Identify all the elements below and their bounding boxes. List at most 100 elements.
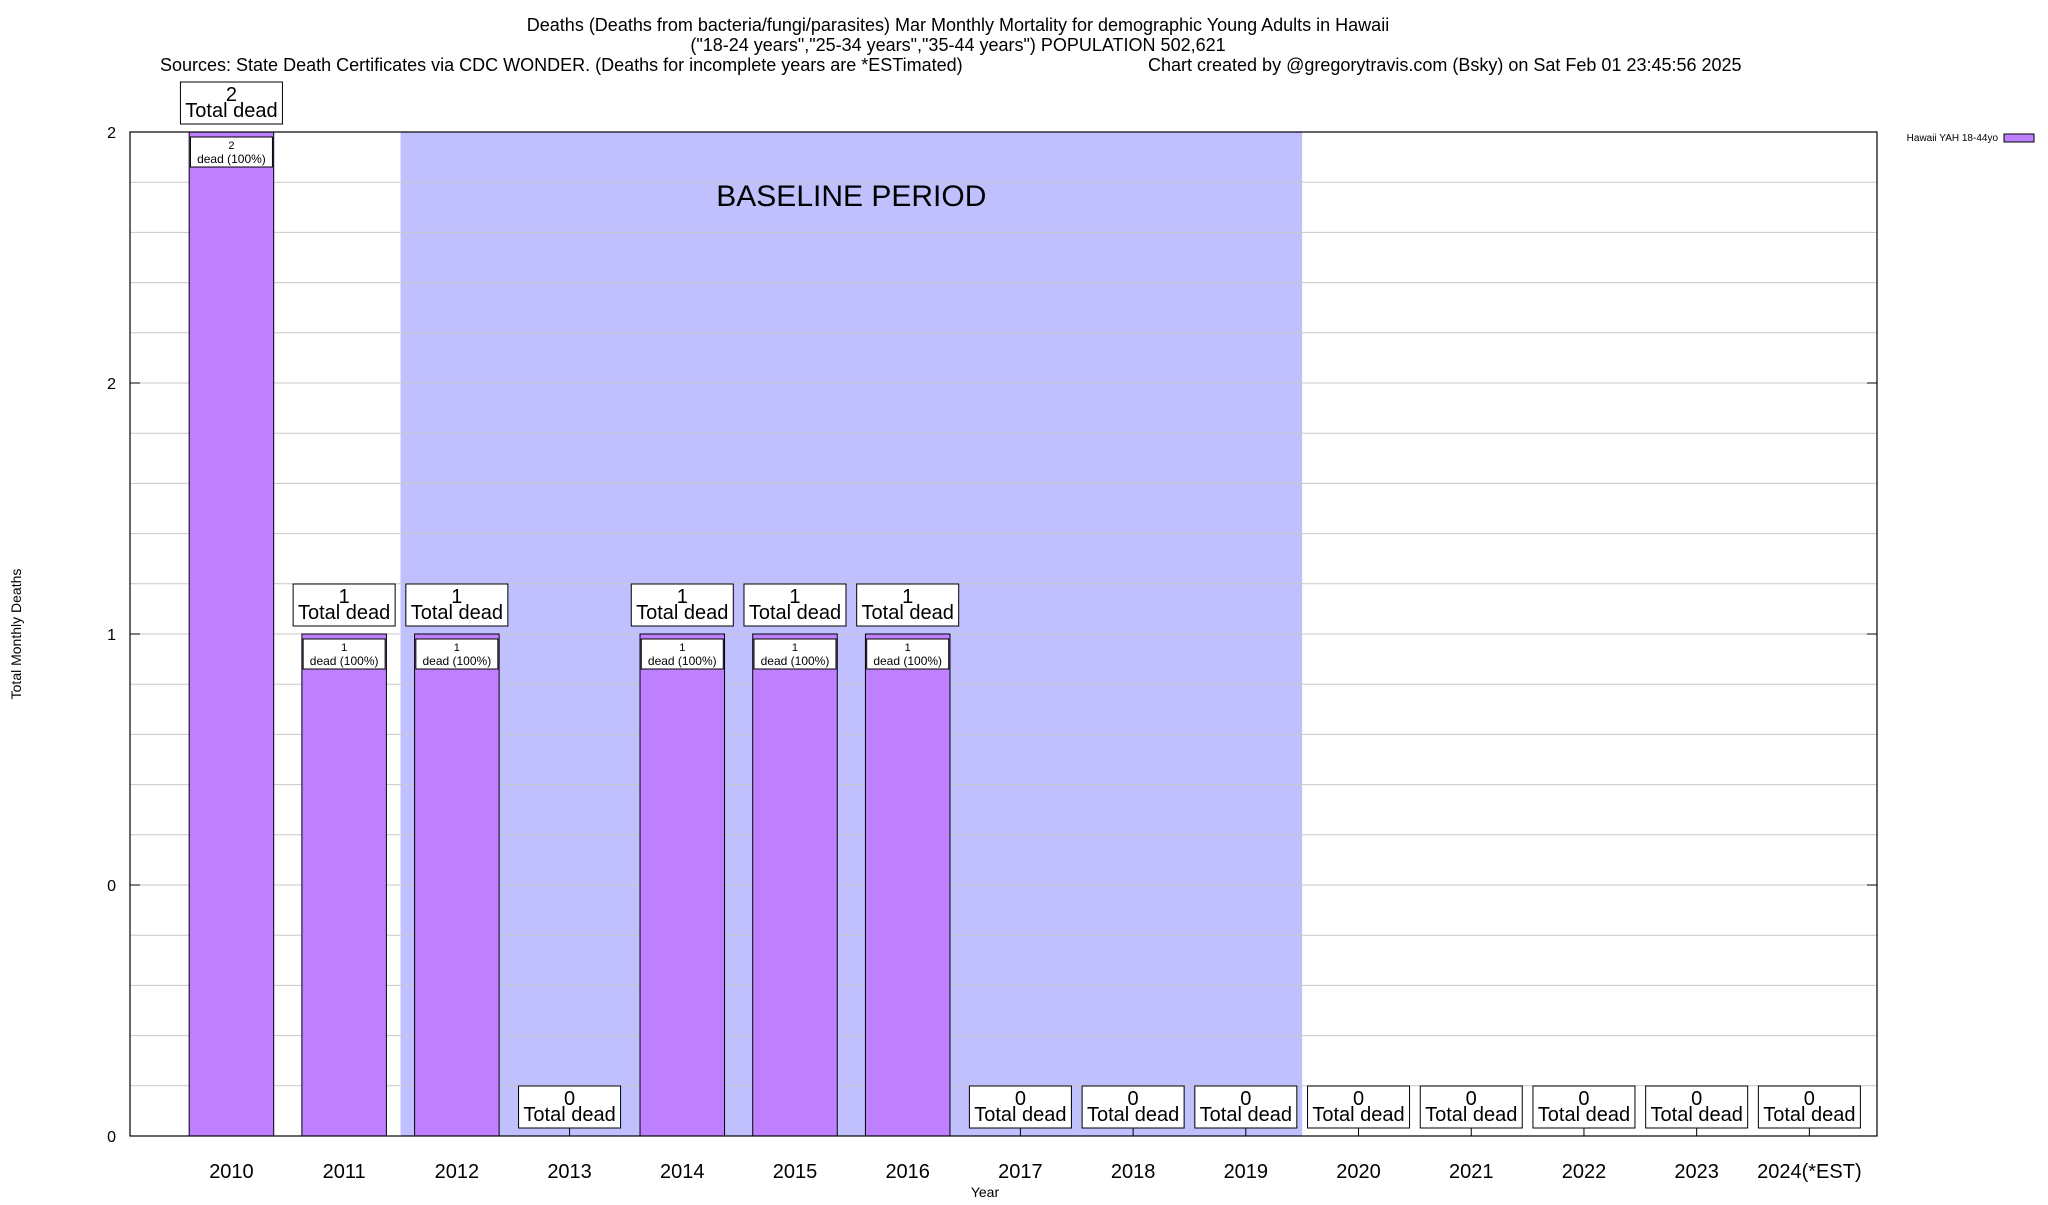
y-tick-label: 1 bbox=[107, 627, 116, 644]
total-label-box bbox=[856, 583, 960, 627]
inner-label-text: dead (100%) bbox=[197, 152, 266, 166]
x-tick-label: 2017 bbox=[998, 1161, 1043, 1183]
chart-credit: Chart created by @gregorytravis.com (Bsk… bbox=[1148, 55, 1742, 75]
total-label-box bbox=[1645, 1085, 1749, 1129]
x-tick-label: 2020 bbox=[1336, 1161, 1381, 1183]
total-label-box bbox=[1757, 1085, 1861, 1129]
x-tick-label: 2024(*EST) bbox=[1757, 1161, 1862, 1183]
total-label-count: 1 bbox=[677, 586, 688, 608]
x-tick-label: 2012 bbox=[435, 1161, 480, 1183]
total-label-text: Total dead bbox=[523, 1104, 615, 1126]
x-tick-label: 2022 bbox=[1562, 1161, 1607, 1183]
inner-label-count: 1 bbox=[792, 642, 798, 654]
total-label-box bbox=[1532, 1085, 1636, 1129]
legend-label: Hawaii YAH 18-44yo bbox=[1907, 133, 1999, 144]
x-tick-label: 2021 bbox=[1449, 1161, 1494, 1183]
total-label-box bbox=[630, 583, 734, 627]
inner-label-count: 1 bbox=[905, 642, 911, 654]
x-tick-label: 2011 bbox=[323, 1161, 366, 1183]
total-label-text: Total dead bbox=[1087, 1104, 1179, 1126]
inner-label-text: dead (100%) bbox=[873, 654, 942, 668]
total-label-box bbox=[968, 1085, 1072, 1129]
inner-label-box bbox=[753, 638, 837, 670]
total-label-count: 1 bbox=[789, 586, 800, 608]
total-label-text: Total dead bbox=[1200, 1104, 1292, 1126]
bar bbox=[864, 633, 951, 1137]
legend-swatch bbox=[2003, 133, 2035, 143]
total-label-count: 0 bbox=[1015, 1088, 1026, 1110]
inner-label-count: 1 bbox=[454, 642, 460, 654]
chart-title-line-1: Deaths (Deaths from bacteria/fungi/paras… bbox=[527, 15, 1389, 35]
y-axis-label: Total Monthly Deaths bbox=[8, 569, 24, 700]
total-label-text: Total dead bbox=[1763, 1104, 1855, 1126]
inner-label-text: dead (100%) bbox=[761, 654, 830, 668]
total-label-text: Total dead bbox=[1538, 1104, 1630, 1126]
x-tick-label: 2013 bbox=[547, 1161, 592, 1183]
bar bbox=[414, 633, 500, 1137]
y-tick-label: 2 bbox=[107, 376, 116, 393]
total-label-text: Total dead bbox=[749, 602, 841, 624]
inner-label-box bbox=[640, 638, 724, 670]
total-label-count: 0 bbox=[1240, 1088, 1251, 1110]
total-label-count: 1 bbox=[902, 586, 913, 608]
bar bbox=[639, 633, 726, 1137]
inner-label-box bbox=[415, 638, 499, 670]
total-label-count: 1 bbox=[339, 586, 350, 608]
total-label-box bbox=[179, 81, 283, 125]
x-tick-label: 2014 bbox=[660, 1161, 705, 1183]
inner-label-text: dead (100%) bbox=[422, 654, 491, 668]
total-label-box bbox=[1194, 1085, 1298, 1129]
bar bbox=[301, 633, 387, 1137]
inner-label-text: dead (100%) bbox=[648, 654, 717, 668]
x-tick-label: 2023 bbox=[1674, 1161, 1719, 1183]
inner-label-box bbox=[189, 136, 273, 168]
total-label-text: Total dead bbox=[411, 602, 503, 624]
y-tick-label: 2 bbox=[107, 125, 116, 142]
total-label-count: 0 bbox=[1691, 1088, 1702, 1110]
total-label-count: 2 bbox=[226, 84, 237, 106]
inner-label-count: 1 bbox=[341, 642, 347, 654]
total-label-box bbox=[1419, 1085, 1523, 1129]
x-tick-label: 2019 bbox=[1224, 1161, 1269, 1183]
total-label-text: Total dead bbox=[862, 602, 954, 624]
inner-label-box bbox=[302, 638, 386, 670]
total-label-text: Total dead bbox=[1651, 1104, 1743, 1126]
inner-label-box bbox=[866, 638, 950, 670]
total-label-text: Total dead bbox=[1312, 1104, 1404, 1126]
x-axis-label: Year bbox=[971, 1184, 1000, 1200]
x-tick-label: 2018 bbox=[1111, 1161, 1156, 1183]
bar bbox=[188, 131, 275, 1137]
chart-title-line-2: ("18-24 years","25-34 years","35-44 year… bbox=[690, 35, 1225, 55]
total-label-count: 0 bbox=[1466, 1088, 1477, 1110]
total-label-text: Total dead bbox=[298, 602, 390, 624]
total-label-count: 0 bbox=[1353, 1088, 1364, 1110]
bar bbox=[752, 633, 838, 1137]
x-tick-label: 2010 bbox=[209, 1161, 254, 1183]
x-tick-label: 2015 bbox=[773, 1161, 818, 1183]
total-label-box bbox=[743, 583, 847, 627]
total-label-count: 0 bbox=[1804, 1088, 1815, 1110]
baseline-label: BASELINE PERIOD bbox=[716, 180, 986, 213]
total-label-count: 0 bbox=[1578, 1088, 1589, 1110]
x-tick-label: 2016 bbox=[885, 1161, 930, 1183]
inner-label-text: dead (100%) bbox=[310, 654, 379, 668]
total-label-box bbox=[292, 583, 396, 627]
inner-label-count: 1 bbox=[679, 642, 685, 654]
total-label-box bbox=[1081, 1085, 1185, 1129]
total-label-box bbox=[1307, 1085, 1411, 1129]
chart-sources: Sources: State Death Certificates via CD… bbox=[160, 55, 963, 75]
total-label-count: 0 bbox=[1128, 1088, 1139, 1110]
total-label-text: Total dead bbox=[636, 602, 728, 624]
total-label-text: Total dead bbox=[185, 100, 277, 122]
total-label-text: Total dead bbox=[1425, 1104, 1517, 1126]
plot-frame bbox=[129, 131, 1878, 1137]
total-label-count: 1 bbox=[451, 586, 462, 608]
y-tick-label: 0 bbox=[107, 1129, 116, 1146]
total-label-count: 0 bbox=[564, 1088, 575, 1110]
total-label-box bbox=[405, 583, 509, 627]
total-label-text: Total dead bbox=[974, 1104, 1066, 1126]
y-tick-label: 0 bbox=[107, 878, 116, 895]
total-label-box bbox=[518, 1085, 622, 1129]
